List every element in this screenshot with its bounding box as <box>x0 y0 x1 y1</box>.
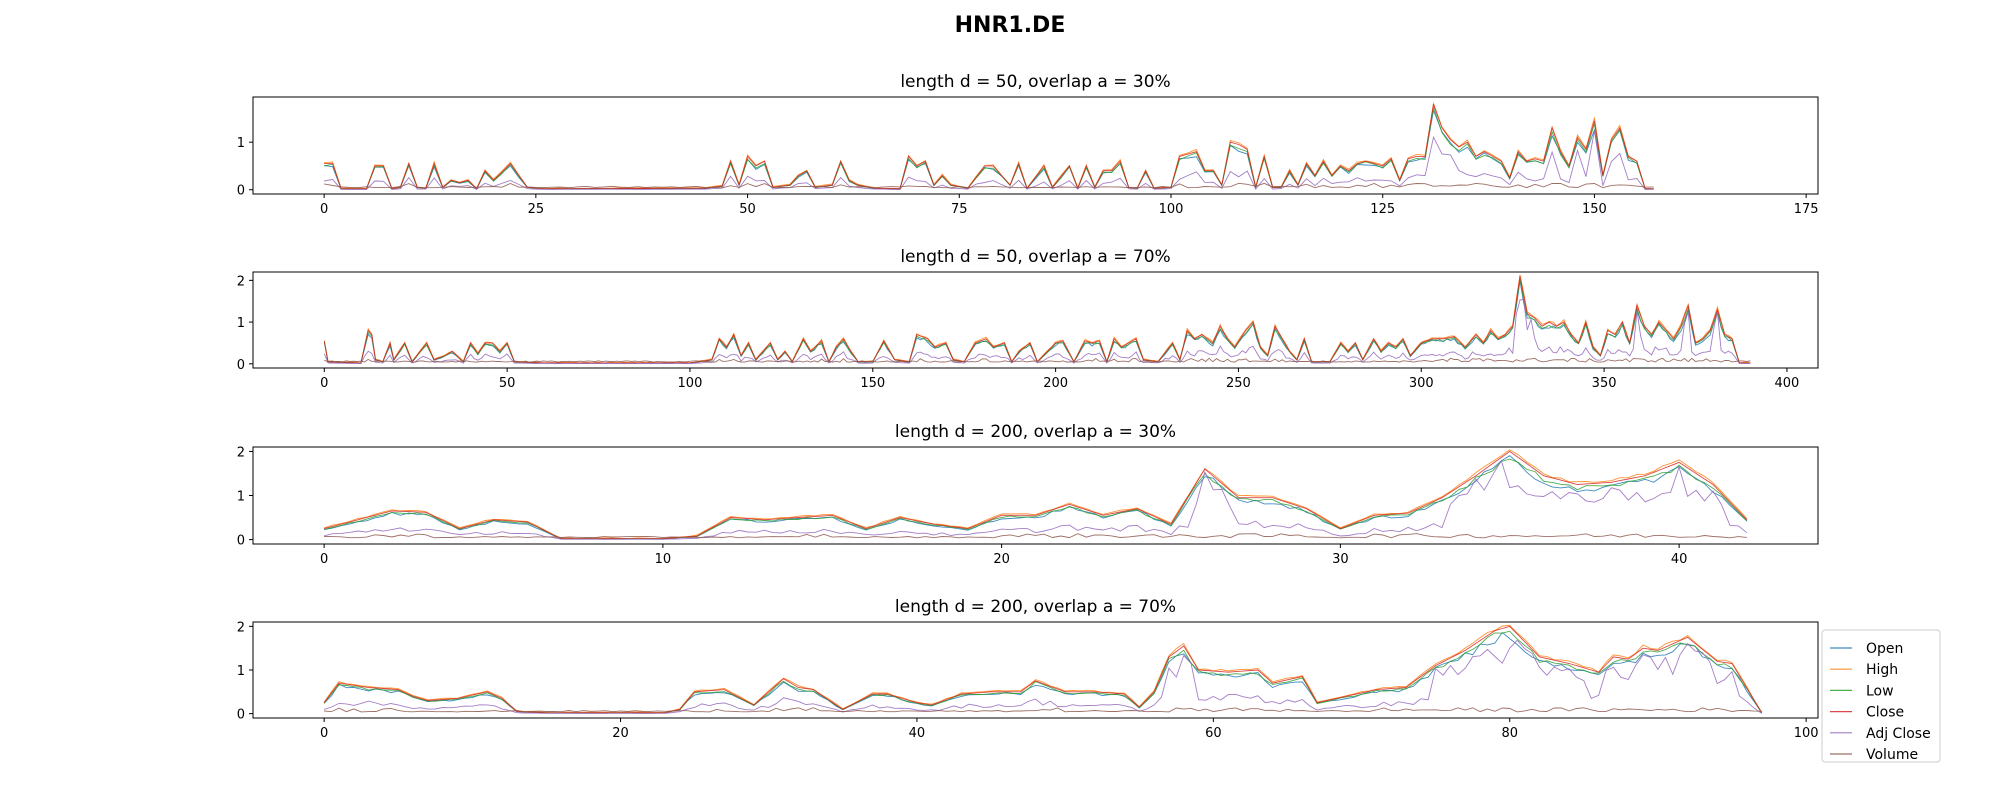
subplot-title: length d = 200, overlap a = 70% <box>895 597 1176 617</box>
axes-frame <box>252 271 1819 369</box>
x-tick-label: 25 <box>528 202 545 217</box>
x-tick-label: 200 <box>1043 376 1068 391</box>
axes-frame <box>252 96 1819 195</box>
figure-title: HNR1.DE <box>955 13 1066 38</box>
x-tick-label: 150 <box>1582 202 1607 217</box>
subplot-title: length d = 50, overlap a = 70% <box>900 247 1170 267</box>
y-tick-label: 2 <box>237 274 245 289</box>
series-line-adj-close <box>323 298 1751 365</box>
series-line-low <box>323 630 1763 714</box>
x-tick-label: 0 <box>320 376 328 391</box>
series-line-volume <box>324 533 1747 539</box>
x-tick-label: 20 <box>993 552 1010 567</box>
y-tick-label: 1 <box>237 664 245 679</box>
x-tick-label: 50 <box>499 376 516 391</box>
x-tick-label: 80 <box>1501 726 1518 741</box>
legend-label: Close <box>1866 705 1904 721</box>
series-line-adj-close <box>323 459 1748 540</box>
x-tick-label: 40 <box>909 726 926 741</box>
x-tick-label: 300 <box>1409 376 1434 391</box>
legend-label: High <box>1866 662 1898 678</box>
x-tick-label: 250 <box>1226 376 1251 391</box>
x-tick-label: 75 <box>951 202 968 217</box>
series-line-close <box>323 625 1763 714</box>
series-line-close <box>324 103 1654 190</box>
x-tick-label: 400 <box>1775 376 1800 391</box>
series-line-open <box>323 631 1763 714</box>
series-line-high <box>323 274 1751 364</box>
x-tick-label: 20 <box>612 726 629 741</box>
x-tick-label: 10 <box>655 552 672 567</box>
y-tick-label: 1 <box>237 136 245 151</box>
series-line-close <box>323 450 1748 540</box>
legend-label: Volume <box>1866 747 1918 763</box>
x-tick-label: 40 <box>1671 552 1688 567</box>
y-tick-label: 2 <box>237 620 245 635</box>
x-tick-label: 0 <box>320 552 328 567</box>
series-line-open <box>324 108 1654 190</box>
legend-label: Adj Close <box>1866 726 1931 742</box>
x-tick-label: 175 <box>1794 202 1819 217</box>
series-line-high <box>323 624 1763 714</box>
axes-frame <box>252 446 1819 545</box>
series-line-low <box>324 106 1654 190</box>
y-tick-label: 1 <box>237 316 245 331</box>
series-line-adj-close <box>323 639 1762 714</box>
y-tick-label: 0 <box>237 534 245 549</box>
x-tick-label: 350 <box>1592 376 1617 391</box>
y-tick-label: 2 <box>237 445 245 460</box>
x-tick-label: 100 <box>678 376 703 391</box>
series-line-volume <box>324 357 1751 363</box>
y-tick-label: 0 <box>237 358 245 373</box>
x-tick-label: 100 <box>1794 726 1819 741</box>
x-tick-label: 0 <box>320 726 328 741</box>
x-tick-label: 150 <box>860 376 885 391</box>
x-tick-label: 60 <box>1205 726 1222 741</box>
subplot-title: length d = 50, overlap a = 30% <box>900 72 1170 92</box>
series-line-high <box>324 101 1654 190</box>
series-line-volume <box>324 707 1762 713</box>
x-tick-label: 50 <box>739 202 756 217</box>
y-tick-label: 0 <box>237 184 245 199</box>
series-line-low <box>323 278 1751 364</box>
y-tick-label: 0 <box>237 708 245 723</box>
x-tick-label: 100 <box>1159 202 1184 217</box>
y-tick-label: 1 <box>237 490 245 505</box>
series-line-close <box>323 276 1751 364</box>
legend-box <box>1821 629 1941 763</box>
legend-label: Open <box>1866 641 1903 657</box>
legend-label: Low <box>1866 683 1894 699</box>
x-tick-label: 0 <box>320 202 328 217</box>
x-tick-label: 125 <box>1370 202 1395 217</box>
series-line-volume <box>324 182 1654 189</box>
series-line-adj-close <box>324 130 1654 190</box>
x-tick-label: 30 <box>1332 552 1349 567</box>
subplot-title: length d = 200, overlap a = 30% <box>895 422 1176 442</box>
series-line-high <box>323 449 1748 540</box>
